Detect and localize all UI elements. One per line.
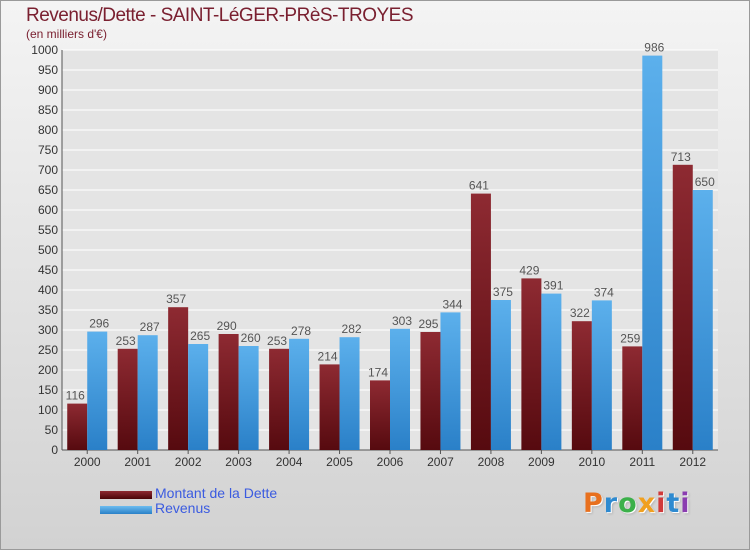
bar-dette-2004 (269, 348, 290, 450)
value-label-dette-2006: 174 (368, 365, 388, 379)
bar-revenus-2009 (541, 293, 562, 450)
y-tick-label: 300 (38, 323, 58, 337)
y-tick-label: 100 (38, 403, 58, 417)
value-label-revenus-2010: 374 (594, 285, 614, 299)
value-label-revenus-2011: 986 (644, 41, 664, 55)
chart-subtitle: (en milliers d'€) (26, 27, 107, 41)
bar-revenus-2004 (289, 338, 310, 450)
bar-revenus-2006 (390, 328, 410, 450)
chart-title: Revenus/Dette - SAINT-LéGER-PRèS-TROYES (26, 5, 414, 26)
value-label-dette-2011: 259 (620, 331, 640, 345)
y-tick-label: 500 (38, 243, 58, 257)
value-label-revenus-2004: 278 (291, 324, 311, 338)
bar-revenus-2003 (238, 346, 259, 450)
value-label-revenus-2002: 265 (190, 329, 210, 343)
y-tick-label: 900 (38, 83, 58, 97)
bar-dette-2001 (117, 348, 138, 450)
value-label-dette-2000: 116 (66, 389, 85, 403)
x-tick-label: 2002 (175, 455, 202, 469)
legend-label-revenus: Revenus (155, 500, 211, 516)
value-label-dette-2003: 290 (217, 319, 237, 333)
y-tick-label: 350 (38, 303, 58, 317)
bar-dette-2008 (470, 193, 491, 450)
x-tick-label: 2001 (124, 455, 151, 469)
bar-dette-2000 (67, 403, 88, 450)
y-tick-label: 950 (38, 63, 58, 77)
value-label-dette-2005: 214 (318, 349, 338, 363)
value-label-dette-2010: 322 (570, 306, 590, 320)
value-label-dette-2001: 253 (116, 334, 136, 348)
value-label-revenus-2012: 650 (695, 175, 715, 189)
bar-revenus-2007 (440, 312, 461, 450)
x-tick-label: 2009 (528, 455, 555, 469)
y-tick-label: 200 (38, 363, 58, 377)
bar-dette-2006 (370, 380, 390, 450)
y-tick-label: 450 (38, 263, 58, 277)
value-label-revenus-2008: 375 (493, 285, 513, 299)
bar-dette-2003 (218, 334, 239, 450)
value-label-dette-2008: 641 (469, 179, 489, 193)
x-tick-label: 2008 (478, 455, 505, 469)
y-tick-label: 1000 (31, 43, 58, 57)
value-label-dette-2012: 713 (671, 150, 691, 164)
x-tick-label: 2010 (578, 455, 605, 469)
value-label-revenus-2007: 344 (442, 297, 462, 311)
y-tick-label: 550 (38, 223, 58, 237)
bar-dette-2010 (571, 321, 592, 450)
bar-revenus-2000 (87, 331, 108, 450)
x-tick-label: 2011 (629, 455, 655, 469)
y-tick-label: 600 (38, 203, 58, 217)
bar-revenus-2005 (339, 337, 360, 450)
x-tick-label: 2006 (377, 455, 404, 469)
bar-revenus-2008 (490, 300, 511, 450)
value-label-dette-2004: 253 (267, 334, 287, 348)
labels-layer: 0 50 100 150 200 250 300 350 400 450 500 550 600 650 7… (31, 41, 715, 469)
y-tick-label: 850 (38, 103, 58, 117)
legend-swatch-revenus (100, 506, 152, 514)
y-tick-label: 800 (38, 123, 58, 137)
bar-revenus-2010 (591, 300, 612, 450)
x-tick-label: 2005 (326, 455, 353, 469)
value-label-dette-2007: 295 (418, 317, 438, 331)
bar-revenus-2011 (642, 55, 663, 450)
value-label-dette-2002: 357 (166, 292, 186, 306)
bar-revenus-2012 (692, 190, 713, 450)
x-tick-label: 2000 (74, 455, 101, 469)
y-tick-label: 250 (38, 343, 58, 357)
bar-dette-2002 (168, 307, 189, 450)
bars-layer (67, 55, 713, 451)
value-label-revenus-2006: 303 (392, 314, 412, 328)
value-label-dette-2009: 429 (519, 263, 539, 277)
bar-dette-2009 (521, 278, 542, 450)
y-tick-label: 150 (38, 383, 58, 397)
y-tick-label: 0 (51, 443, 58, 457)
legend-label-dette: Montant de la Dette (155, 485, 278, 501)
value-label-revenus-2003: 260 (241, 331, 261, 345)
x-tick-label: 2004 (276, 455, 303, 469)
value-label-revenus-2000: 296 (89, 317, 109, 331)
x-tick-label: 2012 (679, 455, 706, 469)
value-label-revenus-2005: 282 (342, 322, 362, 336)
value-label-revenus-2001: 287 (140, 320, 160, 334)
value-label-revenus-2009: 391 (543, 279, 563, 293)
bar-revenus-2001 (137, 335, 158, 450)
y-tick-label: 750 (38, 143, 58, 157)
y-tick-label: 400 (38, 283, 58, 297)
bar-revenus-2002 (188, 344, 209, 450)
proxiti-logo: Proxiti (583, 488, 691, 519)
y-tick-label: 700 (38, 163, 58, 177)
bar-dette-2011 (622, 346, 643, 450)
x-tick-label: 2007 (427, 455, 454, 469)
x-tick-label: 2003 (225, 455, 252, 469)
bar-dette-2012 (672, 164, 693, 451)
bar-dette-2007 (420, 332, 441, 450)
bar-dette-2005 (319, 364, 340, 450)
legend-swatch-dette (100, 491, 152, 499)
y-tick-label: 50 (45, 423, 59, 437)
y-tick-label: 650 (38, 183, 58, 197)
